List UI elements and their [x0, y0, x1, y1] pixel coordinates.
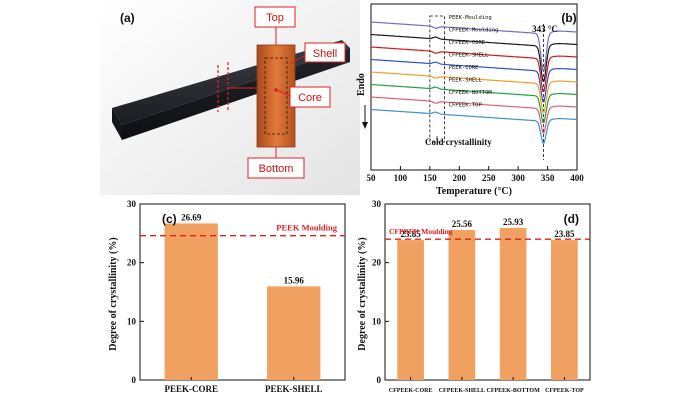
bar-chart-d: 0 10 20 30 23.85 CFPEEK-CORE 25.56 CFPEEK-SHELL…: [357, 199, 591, 394]
shell-callout-box: [304, 42, 346, 63]
bar-value-label: 25.93: [503, 217, 524, 227]
x-category-label: CFPEEK-BOTTOM: [487, 388, 541, 394]
dsc-x-tick-label: 350: [541, 173, 555, 183]
x-category-label: PEEK-SHELL: [265, 384, 323, 394]
reference-line-label: CFPEEK Moulding: [389, 227, 453, 236]
top-callout-label: Top: [266, 12, 284, 24]
dsc-chart: 50 100 150 200 250 300 350 400 PEEK-Moulding CFP…: [356, 3, 584, 197]
dsc-x-tick-label: 250: [482, 173, 496, 183]
panel-a: Top Shell Core Bottom (a): [100, 0, 360, 195]
top-callout-box: [254, 6, 296, 28]
shell-callout-label: Shell: [313, 48, 337, 60]
dsc-series-label: PEEK-Moulding: [449, 15, 492, 21]
y-tick-label: 30: [372, 199, 382, 209]
panel-c: 0 10 20 30 26.69 PEEK-CORE 15.96 PEEK-SHELL PEEK…: [100, 198, 352, 400]
panel-a-label: (a): [120, 11, 135, 25]
dsc-series-label: CFPEEK-Moulding: [449, 28, 499, 34]
dsc-series-line: [370, 108, 578, 144]
endo-arrow-head: [362, 122, 368, 129]
y-tick-label: 30: [127, 199, 137, 209]
bar-chart-c: 0 10 20 30 26.69 PEEK-CORE 15.96 PEEK-SHELL PEEK…: [108, 199, 346, 394]
bar-value-label: 23.85: [401, 229, 422, 239]
core-callout-box: [289, 86, 331, 108]
panel-c-label: (c): [162, 212, 177, 226]
panel-a-svg: Top Shell Core Bottom (a): [100, 0, 360, 195]
dsc-x-tick-label: 150: [423, 173, 437, 183]
x-category-label: CFPEEK-CORE: [389, 388, 433, 394]
bar: [397, 240, 424, 380]
bottom-callout-box: [247, 157, 305, 179]
dsc-series-label: CFPEEK-CORE: [449, 40, 485, 46]
x-category-label: CFPEEK-TOP: [545, 388, 584, 394]
y-tick-label: 20: [372, 258, 382, 268]
dsc-x-tick-label: 300: [511, 173, 525, 183]
y-tick-label: 10: [372, 316, 382, 326]
dsc-series-line: [370, 21, 578, 72]
beam-end-face: [112, 108, 122, 140]
peak-annotation: 343 °C: [532, 24, 558, 34]
bar: [551, 240, 578, 380]
dsc-series-label: PEEK-SHELL: [449, 78, 483, 84]
y-tick-label: 0: [132, 375, 137, 385]
bar: [164, 223, 218, 380]
bar-value-label: 25.56: [452, 219, 473, 229]
x-category-label: CFPEEK-SHELL: [439, 388, 485, 394]
dsc-x-axis-title: Temperature (°C): [436, 186, 512, 197]
dsc-series-label: CFPEEK-TOP: [449, 103, 483, 109]
dsc-series-line: [370, 83, 578, 124]
core-boundary: [264, 57, 288, 135]
cold-crystallinity-box: [429, 15, 445, 143]
cold-crystallinity-annotation: Cold crystallinity: [425, 137, 492, 147]
dsc-series-label: PEEK-CORE: [449, 65, 479, 71]
bar: [499, 227, 527, 380]
dsc-y-axis-title: Endo: [356, 73, 367, 96]
y-tick-label: 20: [127, 258, 137, 268]
dsc-series-line: [370, 46, 578, 92]
core-callout-label: Core: [298, 92, 322, 104]
bottom-callout-label: Bottom: [259, 163, 294, 175]
dsc-series-line: [370, 33, 578, 82]
panel-d: 0 10 20 30 23.85 CFPEEK-CORE 25.56 CFPEEK-SHELL…: [355, 198, 595, 400]
bar-c-y-axis-title: Degree of crystallinity (%): [108, 237, 119, 350]
panel-d-label: (d): [564, 212, 579, 226]
core-leader: [276, 89, 291, 97]
bar-d-y-axis-title: Degree of crystallinity (%): [357, 237, 368, 350]
dsc-x-tick-label: 400: [570, 173, 584, 183]
dsc-x-tick-label: 100: [394, 173, 408, 183]
x-category-label: PEEK-CORE: [164, 384, 218, 394]
core-point: [274, 88, 278, 92]
dsc-series-label: CFPEEK-SHELL: [449, 53, 489, 59]
bar-value-label: 23.85: [554, 229, 575, 239]
dsc-x-tick-label: 200: [453, 173, 467, 183]
dsc-series-line: [370, 96, 578, 134]
dsc-x-tick-label: 50: [367, 173, 377, 183]
dsc-series-line: [370, 58, 578, 103]
panel-b-label: (b): [561, 11, 576, 25]
cross-section: [256, 44, 296, 148]
dsc-series-label: CFPEEK-BOTTOM: [449, 90, 493, 96]
bar-value-label: 26.69: [181, 212, 202, 222]
bar: [267, 286, 321, 380]
y-tick-label: 10: [127, 316, 137, 326]
reference-line-label: PEEK Moulding: [276, 223, 337, 233]
y-tick-label: 0: [377, 375, 382, 385]
dsc-series-line: [370, 71, 578, 113]
bar: [448, 230, 476, 380]
panel-b: 50 100 150 200 250 300 350 400 PEEK-Moulding CFP…: [355, 0, 590, 198]
bar-value-label: 15.96: [284, 275, 305, 285]
